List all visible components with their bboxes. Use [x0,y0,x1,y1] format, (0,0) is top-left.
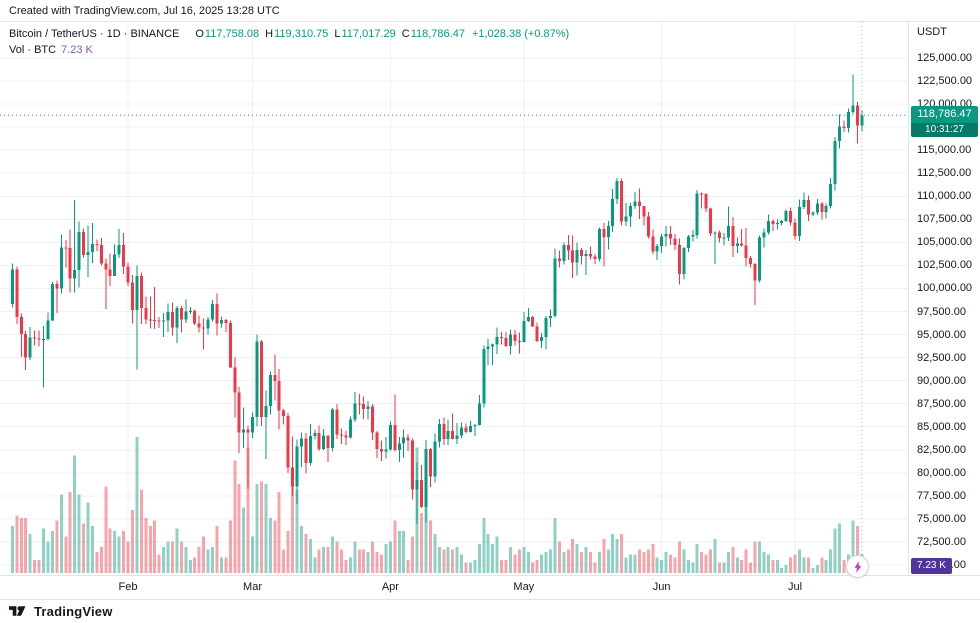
price-axis-label: 115,000.00 [917,144,972,157]
price-axis-label: 90,000.00 [917,374,966,387]
last-price-value: 118,786.47 [911,106,978,124]
price-axis-label: 95,000.00 [917,328,966,341]
time-axis-label: Mar [243,581,262,593]
legend-row-volume: Vol · BTC 7.23 K [9,43,569,58]
price-axis-label: 105,000.00 [917,236,973,249]
close-label: C [401,28,410,40]
last-price-badge: 118,786.47 10:31:27 [911,106,978,138]
high-value: 119,310.75 [274,28,329,40]
time-axis-label: Jun [652,581,671,593]
price-axis-label: 85,000.00 [917,420,966,433]
chart-area[interactable]: Bitcoin / TetherUS · 1D · BINANCE O117,75… [0,22,980,578]
price-axis-label: 72,500.00 [917,535,966,548]
price-axis-label: 102,500.00 [917,259,973,272]
price-axis-label: 122,500.00 [917,75,973,88]
price-axis-label: 107,500.00 [917,213,973,226]
open-value: 117,758.08 [204,28,260,40]
credit-text: Created with TradingView.com, Jul 16, 20… [0,0,980,22]
legend-symbol-title[interactable]: Bitcoin / TetherUS · 1D · BINANCE [9,28,180,40]
footer-bar: TradingView [0,599,980,623]
candles-series [10,74,864,525]
grid-lines [0,22,908,575]
price-axis-label: 77,500.00 [917,489,966,502]
time-axis[interactable]: Feb Mar Apr May Jun Jul [0,575,980,599]
time-axis-label: Feb [118,581,138,593]
tradingview-logo-icon[interactable] [9,604,28,619]
price-axis-label: 125,000.00 [917,52,973,64]
tradingview-wordmark[interactable]: TradingView [34,604,113,619]
lightning-icon [854,560,861,573]
price-axis-label: 100,000.00 [917,282,973,295]
volume-value: 7.23 K [61,44,93,56]
time-axis-label: Jul [788,581,803,593]
change-value: +1,028.38 (+0.87%) [471,28,570,40]
lightning-button[interactable] [846,555,869,578]
volume-label: Vol · BTC [9,44,57,56]
time-axis-label: May [513,581,535,593]
currency-label: USDT [917,26,947,38]
close-value: 118,786.47 [410,28,465,40]
price-axis-label: 80,000.00 [917,466,966,479]
open-label: O [195,28,204,40]
price-axis[interactable]: USDT 125,000.00122,500.00120,000.00117,5… [908,22,980,575]
price-axis-label: 92,500.00 [917,351,966,364]
legend-row-symbol: Bitcoin / TetherUS · 1D · BINANCE O117,75… [9,27,569,42]
price-axis-label: 112,500.00 [917,167,972,180]
price-axis-label: 82,500.00 [917,443,966,456]
price-axis-label: 97,500.00 [917,305,966,318]
price-chart-plot[interactable] [0,22,908,575]
low-label: L [334,28,341,40]
volume-series [10,437,864,573]
price-axis-label: 87,500.00 [917,397,966,410]
price-axis-label: 75,000.00 [917,512,966,525]
price-axis-label: 110,000.00 [917,190,972,203]
low-value: 117,017.29 [341,28,396,40]
bar-countdown: 10:31:27 [911,123,978,138]
volume-value-badge: 7.23 K [911,558,952,574]
high-label: H [265,28,274,40]
time-axis-label: Apr [381,581,399,593]
chart-legend: Bitcoin / TetherUS · 1D · BINANCE O117,75… [9,27,569,58]
